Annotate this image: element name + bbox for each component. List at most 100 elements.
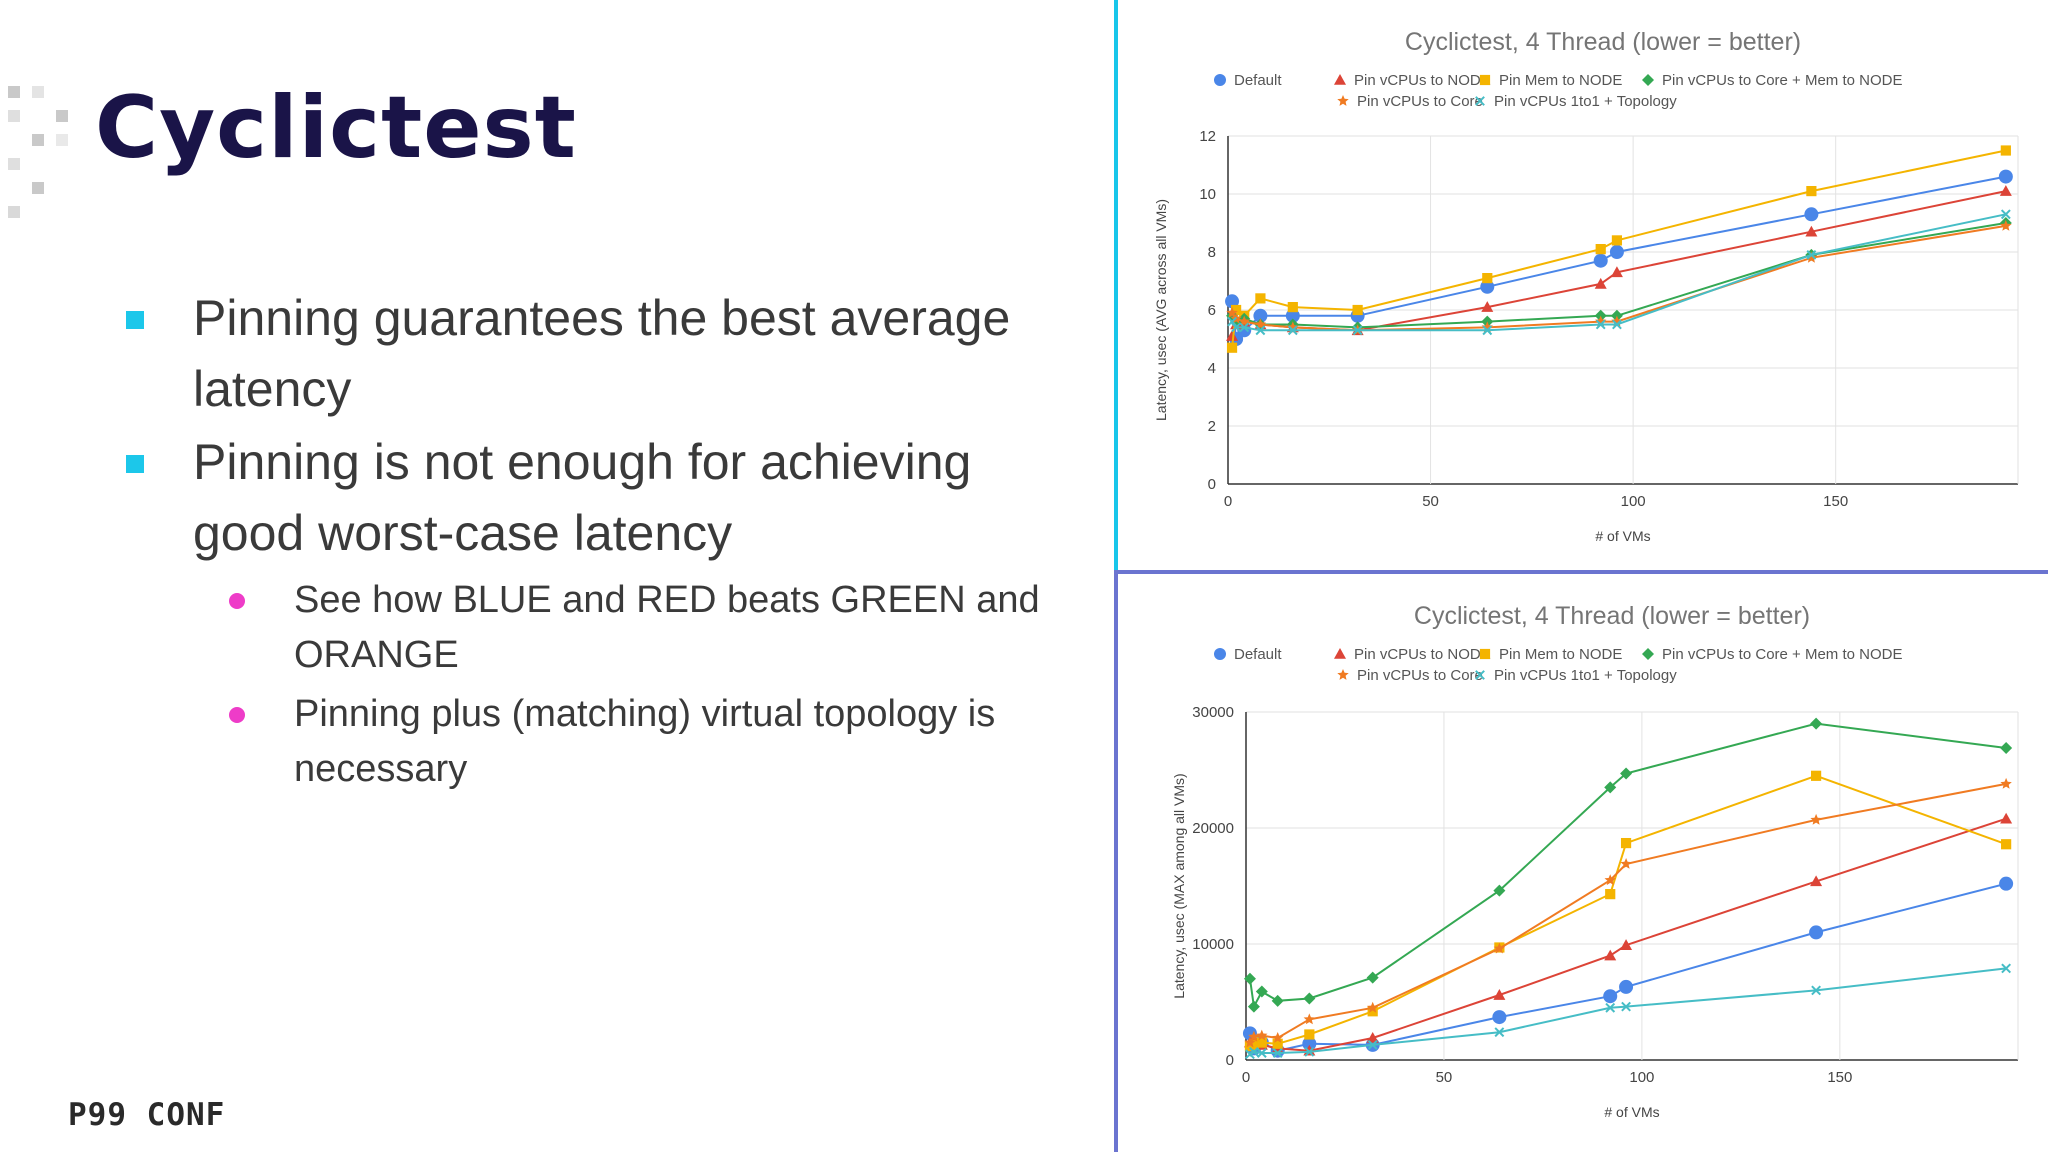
chart-avg-latency: Cyclictest, 4 Thread (lower = better) Def…: [1153, 28, 2019, 544]
legend-label: Pin vCPUs to NODE: [1354, 646, 1491, 663]
data-point: [1239, 322, 1250, 333]
data-point: [1620, 858, 1632, 869]
y-tick-label: 6: [1208, 302, 1216, 319]
data-point: [1609, 245, 1624, 259]
series-line: [1249, 882, 2007, 1052]
data-point: [1253, 308, 1268, 323]
legend-entry: Default: [1214, 72, 1282, 89]
data-point: [1367, 1006, 1378, 1017]
legend-marker: [1642, 648, 1654, 660]
data-point: [1271, 994, 1284, 1007]
x-tick-label: 150: [1823, 493, 1848, 510]
legend-label: Pin vCPUs to Core + Mem to NODE: [1662, 646, 1902, 663]
data-point: [2000, 219, 2012, 231]
data-point: [1593, 253, 1608, 268]
data-point: [1594, 277, 1607, 289]
data-point: [1231, 322, 1242, 333]
data-point: [1366, 1031, 1379, 1043]
data-point: [1304, 1046, 1315, 1057]
legend-label: Pin vCPUs to Core: [1357, 667, 1483, 684]
x-tick-label: 100: [1629, 1069, 1654, 1086]
legend-marker: [1479, 648, 1491, 660]
legend-entry: Pin vCPUs to Core: [1337, 93, 1483, 110]
y-tick-label: 2: [1208, 418, 1216, 435]
y-tick-label: 0: [1226, 1052, 1234, 1069]
sub-bullet-item: See how BLUE and RED beats GREEN and ORA…: [221, 573, 1050, 683]
x-axis-label: # of VMs: [1595, 528, 1650, 544]
data-point: [1595, 244, 1606, 255]
data-point: [1249, 1046, 1259, 1057]
data-point: [1287, 325, 1298, 336]
y-tick-label: 10000: [1192, 936, 1234, 953]
data-point: [1494, 1027, 1505, 1038]
decoration-squares: [0, 80, 90, 218]
data-point: [1480, 279, 1495, 294]
data-point: [1809, 925, 1824, 940]
bullet-item: Pinning guarantees the best average late…: [120, 283, 1050, 425]
y-tick-label: 30000: [1192, 704, 1234, 721]
legend-entry: Pin Mem to NODE: [1479, 646, 1622, 663]
data-point: [1226, 342, 1238, 353]
legend-entry: Default: [1214, 646, 1282, 663]
data-point: [1998, 169, 2013, 184]
legend-entry: Pin Mem to NODE: [1479, 72, 1622, 89]
x-axis-label: # of VMs: [1604, 1104, 1659, 1120]
data-point: [2000, 777, 2012, 789]
legend-label: Pin vCPUs 1to1 + Topology: [1494, 667, 1677, 684]
data-point: [1611, 235, 1623, 246]
data-point: [1247, 1000, 1260, 1013]
data-point: [1810, 770, 1822, 781]
data-point: [1999, 185, 2012, 196]
data-point: [1256, 1029, 1268, 1041]
legend-label: Pin vCPUs to Core + Mem to NODE: [1662, 72, 1902, 89]
legend-marker: [1214, 74, 1226, 86]
data-point: [2001, 963, 2012, 974]
x-tick-label: 0: [1242, 1069, 1250, 1086]
data-point: [1225, 294, 1240, 309]
series-pin-vcpus-to-node: [1243, 812, 2013, 1056]
legend-marker: [1334, 74, 1346, 85]
x-tick-label: 100: [1621, 493, 1646, 510]
legend-entry: Pin vCPUs to Core: [1337, 667, 1483, 684]
data-point: [1619, 979, 1634, 994]
data-point: [1811, 985, 1821, 996]
data-point: [1621, 1001, 1631, 1012]
data-point: [1492, 1010, 1507, 1025]
legend-entry: Pin vCPUs to NODE: [1334, 646, 1491, 663]
data-point: [1255, 293, 1266, 304]
legend-label: Pin vCPUs to Core: [1357, 93, 1483, 110]
legend-marker: [1214, 648, 1226, 660]
data-point: [1620, 767, 1633, 780]
data-point: [1805, 225, 1818, 237]
data-point: [2000, 145, 2011, 156]
y-tick-label: 8: [1208, 244, 1216, 261]
dot-bullet-icon: [229, 593, 245, 609]
data-point: [1482, 325, 1493, 336]
legend-label: Default: [1234, 646, 1282, 663]
data-point: [1806, 249, 1817, 260]
legend-entry: Pin vCPUs to Core + Mem to NODE: [1642, 646, 1902, 663]
data-point: [1244, 1036, 1256, 1048]
data-point: [2000, 741, 2013, 754]
data-point: [2000, 812, 2013, 824]
divider-horizontal: [1114, 570, 2048, 574]
x-tick-label: 0: [1224, 493, 1232, 510]
y-axis-label: Latency, usec (AVG across all VMs): [1153, 199, 1169, 421]
data-point: [1287, 302, 1298, 313]
data-point: [1256, 1037, 1267, 1048]
legend-label: Pin Mem to NODE: [1499, 72, 1622, 89]
series-pin-vcpus-to-core-mem-to-node: [1243, 717, 2013, 1013]
data-point: [1366, 971, 1379, 984]
data-point: [1482, 273, 1493, 284]
data-point: [1493, 942, 1506, 954]
series-default: [1225, 169, 2013, 346]
y-tick-label: 0: [1208, 476, 1216, 493]
legend-marker: [1334, 648, 1346, 659]
data-point: [1804, 207, 1819, 222]
legend-marker: [1475, 670, 1485, 680]
bullet-item: Pinning is not enough for achieving good…: [120, 427, 1050, 569]
conference-logo: P99 CONF: [68, 1097, 226, 1133]
data-point: [1226, 306, 1238, 318]
data-point: [1255, 985, 1268, 998]
